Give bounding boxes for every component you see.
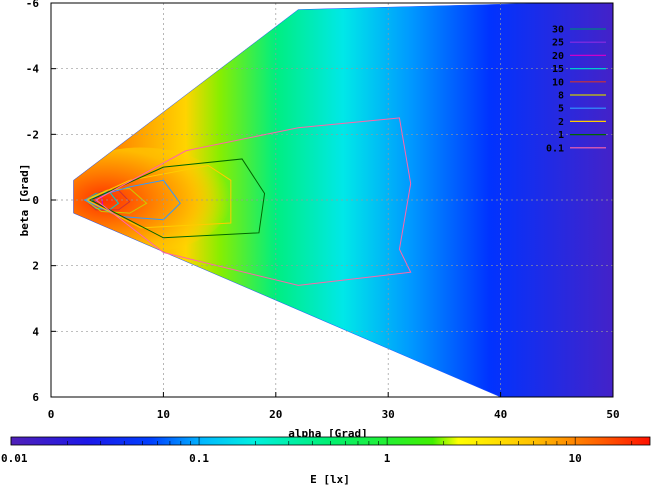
colorbar-tick-label: 0.1 (189, 452, 209, 465)
x-tick-label: 10 (157, 408, 170, 421)
y-tick-label: 6 (32, 391, 39, 404)
legend-entry: 30 (552, 25, 606, 36)
y-tick-label: -4 (26, 63, 40, 76)
legend-label: 5 (558, 104, 564, 115)
y-tick-label: 0 (32, 194, 39, 207)
y-axis-label: beta [Grad] (18, 164, 31, 237)
legend-label: 25 (552, 38, 564, 49)
contour-lines (83, 117, 412, 286)
legend-label: 0.1 (546, 143, 564, 154)
colorbar: 0.01 0.1 1 10 (1, 436, 651, 465)
legend-entry: 25 (552, 38, 606, 49)
legend-entry: 1 (558, 130, 606, 141)
x-tick-label: 50 (606, 408, 619, 421)
y-tick-label: -6 (26, 0, 40, 10)
legend-label: 20 (552, 51, 564, 62)
legend-entry: 5 (558, 104, 606, 115)
x-tick-label: 0 (48, 408, 55, 421)
legend-entry: 8 (558, 91, 606, 102)
y-tick-label: -2 (26, 128, 39, 141)
legend-label: 2 (558, 117, 564, 128)
colorbar-label: E [lx] (310, 473, 350, 486)
contour-legend: 30 25 20 15 10 8 5 2 1 0.1 (546, 25, 606, 154)
contour-1 (89, 158, 266, 239)
colorbar-tick-label: 0.01 (1, 452, 28, 465)
legend-label: 15 (552, 64, 564, 75)
legend-entry: 2 (558, 117, 606, 128)
contour-0_1 (95, 117, 412, 286)
x-tick-label: 20 (269, 408, 282, 421)
legend-label: 1 (558, 130, 564, 141)
y-tick-label: 2 (32, 260, 39, 273)
legend-label: 30 (552, 25, 564, 36)
y-tick-label: 4 (32, 325, 39, 338)
legend-label: 8 (558, 91, 564, 102)
legend-entry: 15 (552, 64, 606, 75)
x-tick-label: 30 (382, 408, 395, 421)
legend-entry: 10 (552, 77, 606, 88)
colorbar-tick-label: 1 (384, 452, 391, 465)
legend-entry: 0.1 (546, 143, 606, 154)
contour-2 (85, 164, 232, 229)
axis-ticks: 0 10 20 30 40 50 -6 -4 -2 0 2 4 6 (26, 0, 620, 421)
legend-entry: 20 (552, 51, 606, 62)
contour-10 (83, 189, 131, 211)
x-tick-label: 40 (494, 408, 507, 421)
legend-label: 10 (552, 77, 564, 88)
colorbar-tick-label: 10 (569, 452, 582, 465)
